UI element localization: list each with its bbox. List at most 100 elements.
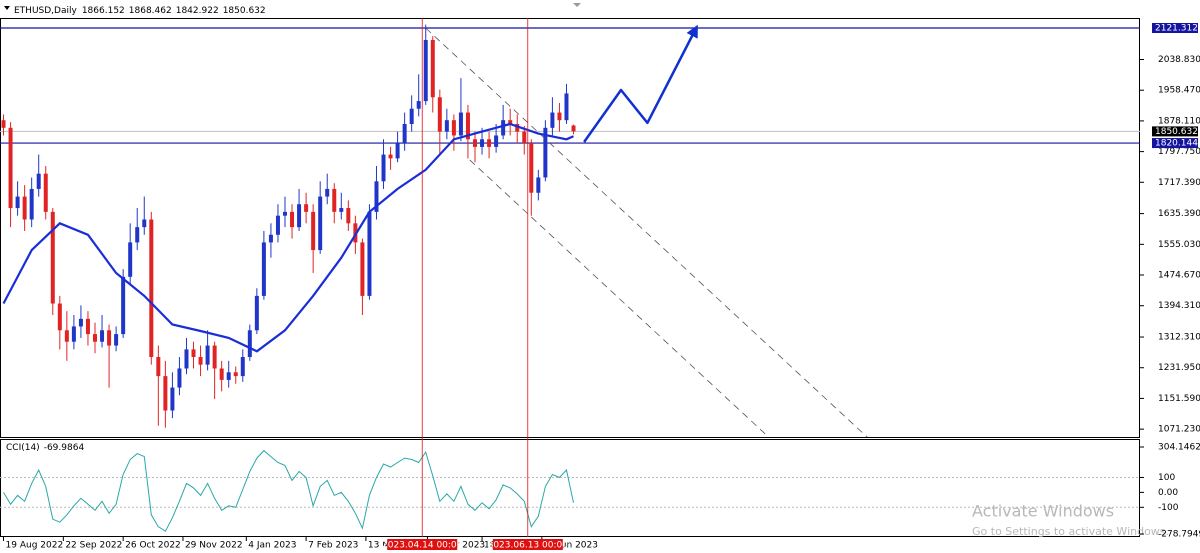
candle-body: [156, 357, 161, 377]
candle-body: [85, 318, 90, 335]
trend-line: [469, 159, 770, 437]
candle-body: [529, 143, 534, 193]
trend-line: [425, 27, 868, 437]
y-tick-label: 1312.310: [1158, 333, 1200, 343]
cci-line: [3, 449, 574, 532]
candle-body: [311, 211, 316, 251]
price-box-label: 1820.144: [1155, 139, 1198, 149]
candle-body: [536, 177, 541, 193]
candle-body: [430, 39, 435, 98]
x-tick-label: 17 Apr 2023: [430, 541, 486, 551]
x-tick-label: 29 Nov 2022: [185, 541, 243, 551]
candle-body: [416, 101, 421, 109]
cci-header: CCI(14) -69.9864: [6, 443, 84, 453]
candle-body: [149, 219, 154, 358]
candle-body: [339, 208, 344, 212]
price-plot: [0, 24, 1140, 437]
candle-body: [128, 242, 133, 277]
y-tick-label: 1151.590: [1158, 394, 1200, 404]
indicator-name: CCI(14): [6, 443, 40, 453]
y-tick-label: -278.7949: [1158, 529, 1200, 539]
candle-body: [325, 188, 330, 197]
x-tick-label: 21 Jun 2023: [544, 541, 598, 551]
y-tick-label: 1958.470: [1158, 86, 1200, 96]
ohlc-open: 1866.152: [82, 6, 125, 16]
candle-body: [444, 120, 449, 132]
candle-body: [170, 387, 175, 411]
candle-body: [121, 276, 126, 335]
candle-body: [508, 120, 513, 125]
y-tick-label: 1555.030: [1158, 240, 1200, 250]
y-tick-label: 1797.750: [1158, 147, 1200, 157]
time-marker-label: 2023.06.13 00:00: [488, 541, 569, 551]
price-box-label: 2121.312: [1155, 24, 1198, 34]
candle-body: [297, 204, 302, 228]
candle-body: [564, 93, 569, 121]
y-tick-label: -100: [1158, 503, 1179, 513]
x-tick-label: 4 Jan 2023: [248, 541, 296, 551]
candle-body: [233, 372, 238, 377]
cci-plot: [0, 449, 1140, 532]
candle-body: [275, 215, 280, 235]
candle-body: [205, 345, 210, 365]
candle-body: [268, 234, 273, 243]
candle-body: [100, 330, 105, 342]
candle-body: [163, 376, 168, 411]
x-tick-label: 22 Sep 2022: [65, 541, 122, 551]
candle-body: [184, 349, 189, 369]
ohlc-close: 1850.632: [223, 6, 266, 16]
candle-body: [465, 112, 470, 140]
menu-marker: [4, 6, 10, 10]
candle-body: [360, 242, 365, 296]
candle-body: [473, 139, 477, 147]
candle-body: [374, 181, 379, 212]
watermark-subtitle: Go to Settings to activate Windows.: [972, 525, 1169, 538]
candle-body: [346, 208, 351, 224]
candle-body: [501, 120, 506, 136]
candle-body: [332, 188, 337, 212]
scroll-marker: [573, 3, 581, 7]
candle-body: [367, 211, 372, 296]
ohlc-high: 1868.462: [129, 6, 172, 16]
candle-body: [36, 173, 41, 189]
candle-body: [212, 345, 217, 369]
candle-body: [177, 368, 182, 388]
y-tick-label: 2038.830: [1158, 55, 1200, 65]
indicator-value: -69.9864: [44, 443, 85, 453]
candle-body: [388, 154, 393, 159]
candle-body: [93, 334, 97, 342]
candle-body: [515, 124, 520, 132]
candle-body: [451, 120, 456, 136]
candle-body: [226, 372, 231, 380]
candle-body: [64, 330, 69, 342]
candle-body: [8, 127, 13, 209]
candle-body: [254, 295, 259, 331]
candle-body: [283, 211, 287, 216]
time-marker-box: [492, 539, 563, 550]
candle-body: [135, 227, 140, 243]
candle-body: [458, 112, 463, 136]
y-tick-label: 1878.110: [1158, 116, 1200, 126]
cci-pane-frame: [0, 439, 1140, 537]
y-tick-label: 1635.390: [1158, 209, 1200, 219]
y-tick-label: 1474.670: [1158, 271, 1200, 281]
projection-arrow: [583, 24, 698, 143]
candle-body: [78, 318, 83, 327]
x-tick-label: 19 Aug 2022: [6, 541, 64, 551]
candle-body: [198, 357, 203, 365]
candle-body: [550, 112, 555, 128]
candle-body: [114, 334, 119, 346]
current-price-box: [1152, 126, 1198, 137]
time-marker-label: 2023.04.14 00:00: [382, 541, 463, 551]
candle-body: [571, 125, 576, 132]
candle-body: [219, 368, 224, 380]
candle-body: [142, 219, 147, 228]
candle-body: [318, 196, 323, 251]
price-header: ETHUSD,Daily 1866.152 1868.462 1842.922 1850…: [14, 6, 266, 16]
y-tick-label: 100: [1158, 473, 1175, 483]
candle-body: [240, 357, 245, 377]
candle-body: [522, 131, 527, 144]
watermark-title: Activate Windows: [972, 502, 1114, 521]
